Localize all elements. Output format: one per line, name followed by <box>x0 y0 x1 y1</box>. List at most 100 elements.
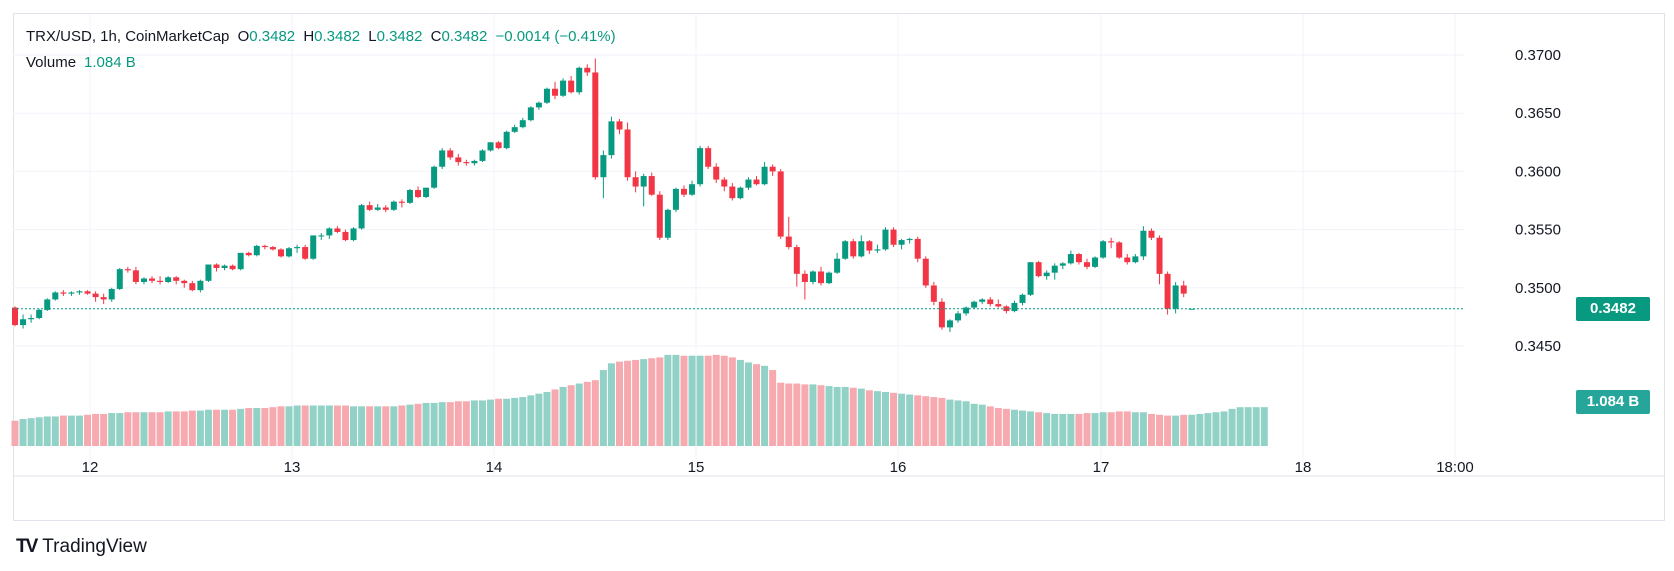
volume-label[interactable]: Volume <box>26 54 77 71</box>
candle-body <box>140 278 147 282</box>
candle-body <box>527 107 534 121</box>
volume-bar <box>1002 408 1010 446</box>
volume-bar <box>672 354 680 446</box>
volume-bar <box>277 406 285 446</box>
candle-body <box>374 207 381 210</box>
candle-body <box>253 245 260 256</box>
volume-bar <box>922 396 930 446</box>
candle-body <box>382 207 389 210</box>
candle-body <box>995 304 1002 307</box>
candle-body <box>237 252 244 270</box>
volume-bar <box>92 413 100 446</box>
volume-bar <box>930 397 938 446</box>
volume-bar <box>1260 407 1268 446</box>
volume-bar <box>559 386 567 446</box>
candle-body <box>987 299 994 305</box>
volume-bar <box>857 388 865 446</box>
candle-body <box>350 228 357 241</box>
volume-bar <box>591 380 599 446</box>
candle-body <box>149 278 156 281</box>
volume-bar <box>640 359 648 446</box>
volume-bar <box>470 400 478 446</box>
candle-body <box>181 280 188 284</box>
volume-bar <box>680 355 688 446</box>
volume-bar <box>75 415 83 446</box>
candle-body <box>1188 308 1195 310</box>
volume-bar <box>809 384 817 446</box>
time-tick-label: 17 <box>1093 459 1110 476</box>
candle-body <box>447 150 454 158</box>
candle-body <box>930 285 937 302</box>
volume-bar <box>769 370 777 446</box>
candle-body <box>842 241 849 259</box>
volume-bar <box>567 385 575 446</box>
volume-bar <box>19 418 27 446</box>
candle-body <box>769 166 776 172</box>
volume-bar <box>753 364 761 446</box>
candle-body <box>132 270 139 282</box>
candle-body <box>519 120 526 128</box>
candle-body <box>511 127 518 132</box>
tradingview-brand[interactable]: TV TradingView <box>16 536 147 558</box>
open-label: O <box>237 28 250 45</box>
candle-body <box>398 201 405 203</box>
candle-body <box>689 184 696 195</box>
volume-bar <box>688 355 696 446</box>
volume-bar <box>970 403 978 446</box>
chart-frame <box>13 13 1665 521</box>
candle-body <box>914 238 921 259</box>
volume-bar <box>1164 415 1172 446</box>
volume-bar <box>132 412 140 446</box>
candle-body <box>584 67 591 73</box>
candle-body <box>890 229 897 245</box>
candle-body <box>302 247 309 259</box>
candle-body <box>1180 285 1187 294</box>
volume-bar <box>785 383 793 446</box>
low-label: L <box>368 28 377 45</box>
volume-bar <box>301 405 309 446</box>
volume-bar <box>946 399 954 446</box>
candle-body <box>455 157 462 163</box>
price-axis[interactable]: 0.3700 0.3650 0.3600 0.3550 0.3500 0.3450 <box>1515 47 1561 355</box>
volume-bar <box>108 413 116 446</box>
candle-body <box>52 292 59 300</box>
candle-body <box>277 249 284 257</box>
candle-body <box>971 301 978 308</box>
volume-bar <box>825 386 833 446</box>
volume-bar <box>285 406 293 446</box>
volume-bar <box>454 401 462 446</box>
volume-legend: Volume 1.084 B <box>26 54 136 71</box>
volume-bar <box>1059 413 1067 446</box>
candle-body <box>721 179 728 187</box>
brand-name: TradingView <box>42 536 147 557</box>
volume-bar <box>269 407 277 446</box>
candle-body <box>906 238 913 241</box>
symbol-label[interactable]: TRX/USD, 1h, CoinMarketCap <box>26 28 230 45</box>
volume-bar <box>881 391 889 446</box>
candle-body <box>116 269 123 289</box>
time-axis[interactable]: 12 13 14 15 16 17 18 18:00 <box>82 459 1474 476</box>
volume-bar <box>624 360 632 446</box>
candle-body <box>471 160 478 164</box>
volume-bar <box>890 392 898 446</box>
volume-bar <box>1156 414 1164 446</box>
time-tick-label: 16 <box>890 459 907 476</box>
candle-body <box>36 309 43 319</box>
candle-body <box>318 235 325 237</box>
volume-bar <box>616 361 623 446</box>
low-value: 0.3482 <box>376 28 423 45</box>
volume-bar <box>293 405 301 446</box>
volume-bar <box>519 397 527 446</box>
price-tick-label: 0.3650 <box>1515 105 1561 122</box>
candle-body <box>100 297 107 300</box>
volume-bar <box>1196 413 1204 446</box>
candle-body <box>1100 241 1107 258</box>
candle-body <box>487 142 494 151</box>
volume-bar <box>962 401 970 446</box>
volume-bar <box>1220 411 1228 446</box>
candle-body <box>979 299 986 302</box>
volume-bar <box>213 409 220 446</box>
volume-bar <box>575 383 583 446</box>
candle-body <box>866 241 873 251</box>
